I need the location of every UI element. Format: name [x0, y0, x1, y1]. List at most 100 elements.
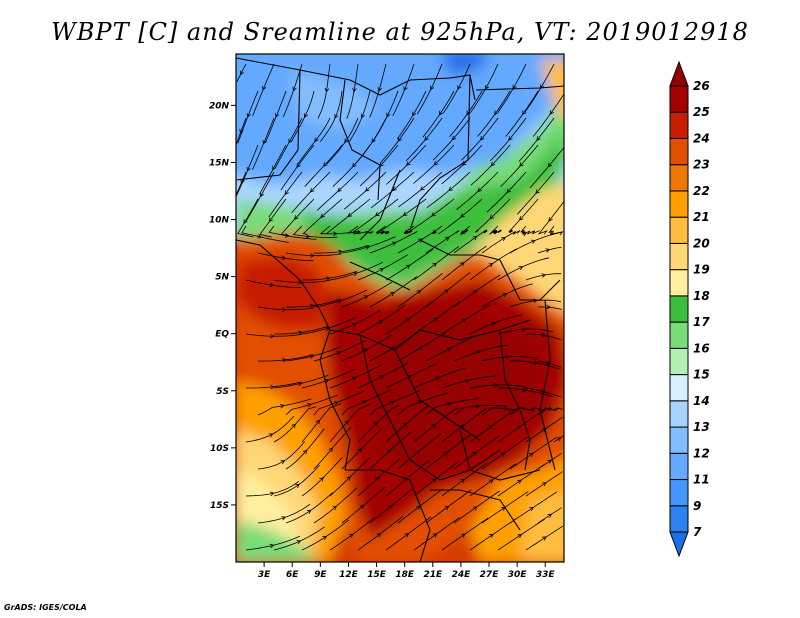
streamline-arrow [364, 187, 370, 192]
streamline-arrow [536, 136, 541, 141]
streamline-arrow [270, 384, 275, 390]
colorbar-segment [669, 137, 689, 166]
streamline-arrow [333, 401, 339, 406]
streamline-arrow [542, 536, 547, 541]
streamline-arrow [431, 212, 436, 217]
streamline-arrow [374, 476, 380, 482]
streamline-arrow [451, 135, 457, 141]
colorbar-label: 7 [693, 525, 702, 539]
streamline-arrow [432, 317, 438, 322]
streamline-arrow [391, 241, 397, 246]
colorbar-label: 23 [693, 158, 710, 172]
streamline-arrow [541, 273, 547, 278]
streamline-arrow [310, 303, 315, 309]
streamline-arrow [518, 266, 524, 271]
streamline-arrow [386, 449, 392, 454]
streamline-arrow [522, 110, 527, 116]
streamline-arrow [541, 482, 547, 487]
lat-tick-label: 5S [216, 387, 229, 397]
lon-tick-label: 27E [480, 570, 500, 580]
streamline-arrow [240, 70, 245, 76]
streamline-arrow [533, 360, 539, 365]
streamline-arrow [503, 406, 509, 411]
streamline-arrow [243, 219, 248, 225]
streamline-arrow [501, 236, 507, 242]
streamline-arrow [351, 376, 357, 381]
streamline-arrow [418, 346, 423, 351]
streamline-arrow [246, 166, 251, 172]
colorbar-upper-extension [669, 60, 689, 87]
streamline-arrow [337, 299, 342, 304]
streamline-arrow [485, 85, 490, 90]
lon-tick-label: 3E [258, 570, 271, 580]
streamline [509, 299, 562, 308]
streamline-arrow [324, 87, 330, 93]
streamline-arrow [472, 506, 478, 511]
streamline-arrow [325, 276, 331, 281]
streamline-arrow [432, 262, 438, 268]
colorbar-segment [669, 452, 689, 481]
streamline-arrow [365, 245, 370, 250]
streamline-arrow [295, 483, 300, 489]
streamline-arrow [346, 476, 351, 481]
streamline-arrow [457, 85, 462, 90]
streamline-arrow [386, 112, 391, 118]
lat-tick-label: 15S [210, 501, 229, 511]
streamline-arrow [502, 293, 508, 298]
map-frame [235, 53, 565, 563]
streamline-arrow [492, 230, 498, 235]
streamline-arrow [268, 217, 274, 223]
colorbar-label: 11 [693, 473, 710, 487]
colorbar-label: 15 [693, 368, 710, 382]
colorbar-segment [669, 190, 689, 218]
streamline-arrow [292, 86, 297, 92]
streamline-arrow [480, 135, 485, 141]
colorbar-segment [669, 505, 689, 533]
streamline-arrow [500, 452, 506, 457]
streamline-arrow [490, 161, 496, 167]
colorbar-segment [669, 374, 689, 402]
streamline-arrow [361, 400, 367, 405]
streamline-arrow [488, 479, 494, 484]
streamline-arrow [298, 330, 303, 336]
streamline-arrow [319, 477, 324, 482]
colorbar-label: 21 [693, 210, 710, 224]
streamline-arrow [360, 113, 365, 119]
streamline-arrow [488, 263, 494, 268]
streamline-arrow [363, 348, 369, 353]
streamline-arrow [424, 136, 429, 141]
streamline-arrow [324, 378, 330, 384]
streamline-arrow [275, 113, 280, 118]
lon-tick-label: 30E [508, 570, 528, 580]
colorbar-segment [669, 347, 689, 376]
streamline-arrow [491, 321, 497, 326]
streamline-arrow [239, 128, 244, 134]
streamline-arrow [359, 504, 365, 510]
streamline-arrow [269, 491, 275, 497]
streamline-arrow [405, 264, 411, 269]
streamline-arrow [269, 543, 275, 549]
streamline-arrow [550, 230, 555, 236]
streamline-arrow [378, 319, 384, 325]
streamline-arrow [270, 333, 275, 339]
streamline-arrow [379, 268, 385, 273]
streamline-arrow [403, 229, 409, 235]
streamline-arrow [352, 87, 357, 93]
streamline-arrow [302, 449, 308, 455]
streamline-arrow [387, 504, 393, 510]
streamline-arrow [494, 382, 499, 388]
streamline-arrow [320, 213, 325, 218]
colorbar-segment [669, 321, 689, 349]
streamline-arrow [333, 231, 338, 237]
streamline-arrow [460, 533, 466, 538]
colorbar-segment [669, 242, 689, 271]
lon-tick-label: 6E [286, 570, 299, 580]
streamline-arrow [309, 354, 315, 359]
streamline-arrow [344, 138, 349, 144]
lat-tick-label: 5N [215, 273, 229, 283]
streamline-arrow [448, 186, 453, 192]
streamline-arrow [257, 234, 263, 239]
streamline-arrow [519, 216, 524, 221]
streamline-arrow [305, 233, 311, 239]
streamline-arrow [315, 419, 321, 425]
